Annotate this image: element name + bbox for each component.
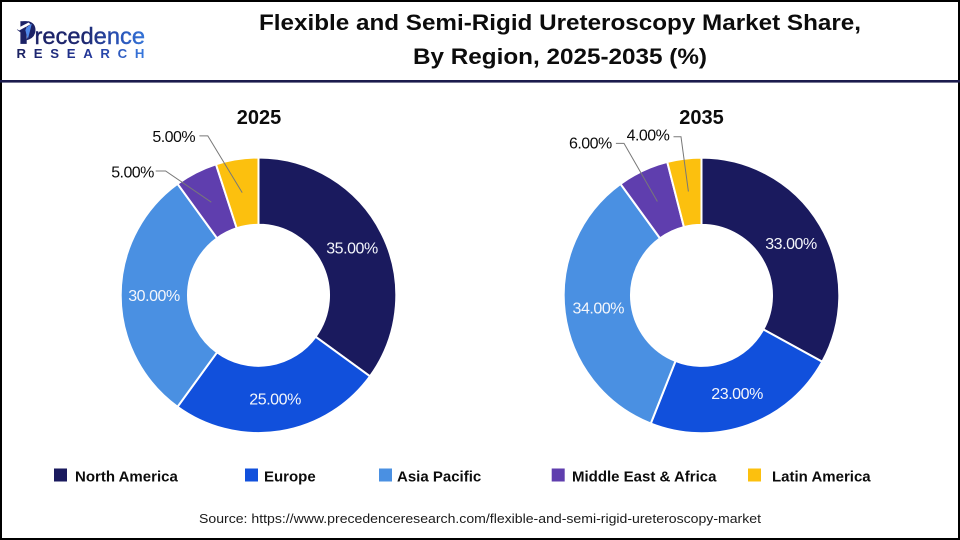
svg-text:5.00%: 5.00% <box>111 165 154 182</box>
svg-text:Middle East & Africa: Middle East & Africa <box>572 469 717 486</box>
svg-text:34.00%: 34.00% <box>573 301 625 318</box>
svg-text:35.00%: 35.00% <box>326 240 378 257</box>
svg-text:recedence: recedence <box>35 23 146 49</box>
svg-text:Asia Pacific: Asia Pacific <box>397 469 481 486</box>
svg-text:2025: 2025 <box>237 107 282 129</box>
svg-text:5.00%: 5.00% <box>152 129 195 146</box>
svg-text:Flexible and Semi-Rigid Ureter: Flexible and Semi-Rigid Ureteroscopy Mar… <box>259 10 861 35</box>
svg-text:33.00%: 33.00% <box>765 236 817 253</box>
svg-text:Latin America: Latin America <box>772 469 871 486</box>
svg-text:Europe: Europe <box>264 469 316 486</box>
svg-text:6.00%: 6.00% <box>569 135 612 152</box>
svg-text:2035: 2035 <box>679 107 724 129</box>
svg-text:4.00%: 4.00% <box>627 127 670 144</box>
svg-text:30.00%: 30.00% <box>128 288 180 305</box>
svg-text:North America: North America <box>75 469 178 486</box>
svg-text:25.00%: 25.00% <box>249 391 301 408</box>
svg-text:By Region, 2025-2035 (%): By Region, 2025-2035 (%) <box>413 44 707 69</box>
svg-text:Source: https://www.precedence: Source: https://www.precedenceresearch.c… <box>199 511 761 526</box>
svg-text:RESEARCH: RESEARCH <box>17 46 153 61</box>
svg-text:23.00%: 23.00% <box>711 386 763 403</box>
